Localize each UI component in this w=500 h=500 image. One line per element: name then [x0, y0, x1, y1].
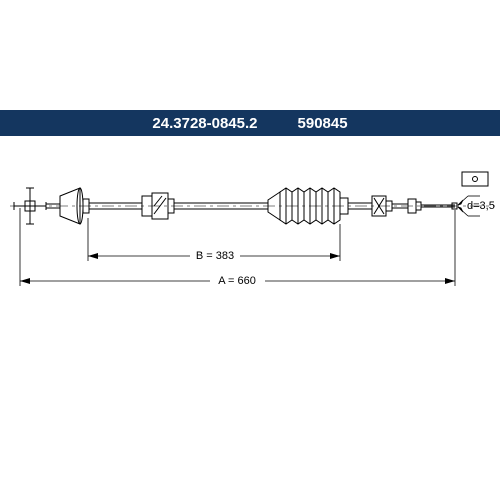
dim-d-label: d=3,5 — [467, 200, 495, 212]
header-bar: 24.3728-0845.2 590845 — [0, 110, 500, 136]
dim-b-label: B = 383 — [196, 250, 234, 262]
technical-diagram-page: 24.3728-0845.2 590845 — [0, 0, 500, 500]
part-code: 590845 — [298, 115, 348, 132]
part-number: 24.3728-0845.2 — [152, 115, 257, 132]
cable-drawing: d=3,5 B = 383 A = 660 — [0, 136, 500, 396]
dim-a-label: A = 660 — [218, 275, 256, 287]
